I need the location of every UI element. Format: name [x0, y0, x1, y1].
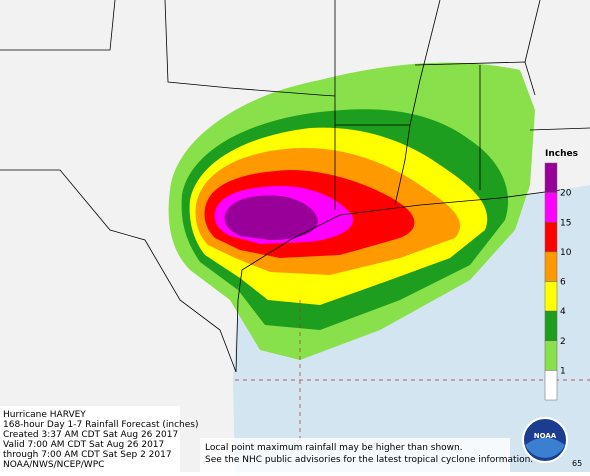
legend-label: 15 — [560, 218, 571, 228]
info-line: through 7:00 AM CDT Sat Sep 2 2017 — [3, 450, 172, 460]
legend-swatch — [544, 340, 558, 371]
legend-label: 4 — [560, 307, 566, 317]
logo-text: NOAA — [534, 432, 557, 440]
legend-swatch — [544, 310, 558, 341]
noaa-logo-wave — [525, 437, 565, 458]
legend-swatch — [544, 281, 558, 312]
legend-label: 10 — [560, 248, 572, 258]
legend-swatch — [544, 251, 558, 282]
info-line: Hurricane HARVEY — [3, 410, 86, 420]
contour-max — [224, 195, 318, 240]
legend: 20 15 10 6 4 2 1 — [544, 162, 572, 401]
info-line: NOAA/NWS/NCEP/WPC — [3, 460, 104, 470]
corner-label: 65 — [572, 459, 582, 468]
borders — [0, 0, 590, 440]
note-line: Local point maximum rainfall may be high… — [205, 443, 463, 453]
legend-label: 1 — [560, 366, 566, 376]
info-line: 168-hour Day 1-7 Rainfall Forecast (inch… — [3, 420, 198, 430]
info-box — [0, 406, 180, 472]
legend-label: 2 — [560, 337, 566, 347]
legend-label: 20 — [560, 189, 572, 199]
notes: Local point maximum rainfall may be high… — [205, 443, 533, 465]
legend-swatch — [544, 222, 558, 253]
note-box — [200, 438, 510, 472]
legend-swatch — [544, 192, 558, 223]
legend-swatch — [544, 162, 558, 193]
legend-label: 6 — [560, 278, 566, 288]
info-line: Valid 7:00 AM CDT Sat Aug 26 2017 — [3, 440, 164, 450]
info-line: Created 3:37 AM CDT Sat Aug 26 2017 — [3, 430, 178, 440]
legend-title: Inches — [545, 149, 578, 159]
legend-swatch — [544, 370, 558, 401]
note-line: See the NHC public advisories for the la… — [205, 455, 533, 465]
